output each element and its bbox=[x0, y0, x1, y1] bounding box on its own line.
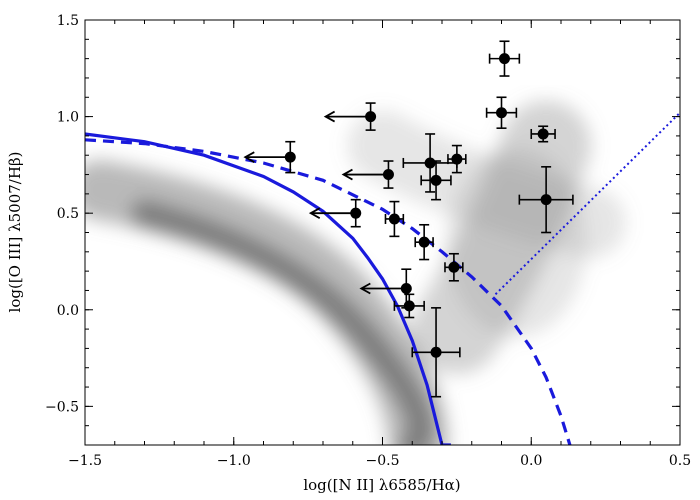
data-point bbox=[444, 252, 464, 282]
point-marker bbox=[424, 157, 436, 169]
y-tick-label: −0.5 bbox=[45, 399, 79, 415]
x-tick-label: 0.0 bbox=[520, 453, 542, 469]
point-marker bbox=[382, 169, 394, 181]
data-point bbox=[323, 102, 377, 131]
density-sf-core bbox=[131, 200, 434, 445]
point-marker bbox=[451, 153, 463, 165]
solid-demarcation-curve bbox=[85, 132, 451, 445]
data-point bbox=[488, 40, 521, 77]
density-sf-branch bbox=[85, 160, 449, 445]
density-background bbox=[85, 100, 626, 445]
y-tick-label: 0.5 bbox=[57, 206, 79, 222]
point-marker bbox=[448, 261, 460, 273]
point-marker bbox=[284, 151, 296, 163]
point-marker bbox=[540, 194, 552, 206]
y-tick-label: 1.0 bbox=[57, 110, 79, 126]
data-point bbox=[411, 307, 461, 398]
x-tick-label: −1.5 bbox=[68, 453, 102, 469]
point-marker bbox=[388, 213, 400, 225]
upper-limit-arrow-head bbox=[308, 207, 321, 219]
upper-limit-arrow-head bbox=[323, 110, 336, 123]
point-marker bbox=[403, 300, 415, 312]
data-point bbox=[420, 160, 452, 201]
data-point bbox=[384, 200, 405, 238]
point-marker bbox=[537, 128, 549, 140]
point-marker bbox=[400, 283, 412, 295]
point-marker bbox=[418, 236, 430, 248]
y-tick-label: 0.0 bbox=[57, 303, 79, 319]
point-marker bbox=[498, 53, 510, 65]
y-axis-label: log([O III] λ5007/Hβ) bbox=[6, 152, 24, 313]
point-marker bbox=[430, 346, 442, 358]
density-blobs bbox=[85, 100, 626, 445]
data-point bbox=[308, 198, 362, 228]
data-point bbox=[447, 144, 467, 174]
x-axis-label: log([N II] λ6585/Hα) bbox=[303, 476, 460, 494]
x-tick-label: −1.0 bbox=[217, 453, 251, 469]
x-axis-ticks: −1.5 −1.0 −0.5 0.0 0.5 bbox=[68, 20, 691, 469]
y-tick-label: 1.5 bbox=[57, 13, 79, 29]
point-marker bbox=[365, 111, 377, 123]
data-point bbox=[393, 293, 425, 319]
data-points bbox=[243, 40, 574, 398]
x-tick-label: −0.5 bbox=[366, 453, 400, 469]
y-axis-ticks: −0.5 0.0 0.5 1.0 1.5 bbox=[45, 13, 680, 427]
data-point bbox=[485, 96, 518, 129]
point-marker bbox=[496, 107, 507, 119]
data-point bbox=[243, 140, 296, 174]
density-agn-cloud bbox=[446, 147, 587, 338]
data-point bbox=[518, 166, 574, 234]
x-tick-label: 0.5 bbox=[669, 453, 691, 469]
upper-limit-arrow-head bbox=[243, 151, 255, 163]
point-marker bbox=[350, 207, 362, 219]
dotted-demarcation-curve bbox=[494, 111, 680, 296]
data-point bbox=[341, 160, 394, 189]
point-marker bbox=[430, 174, 442, 186]
data-point bbox=[530, 125, 556, 143]
data-point bbox=[414, 223, 434, 261]
upper-limit-arrow-head bbox=[359, 282, 371, 295]
upper-limit-arrow-head bbox=[341, 168, 353, 181]
